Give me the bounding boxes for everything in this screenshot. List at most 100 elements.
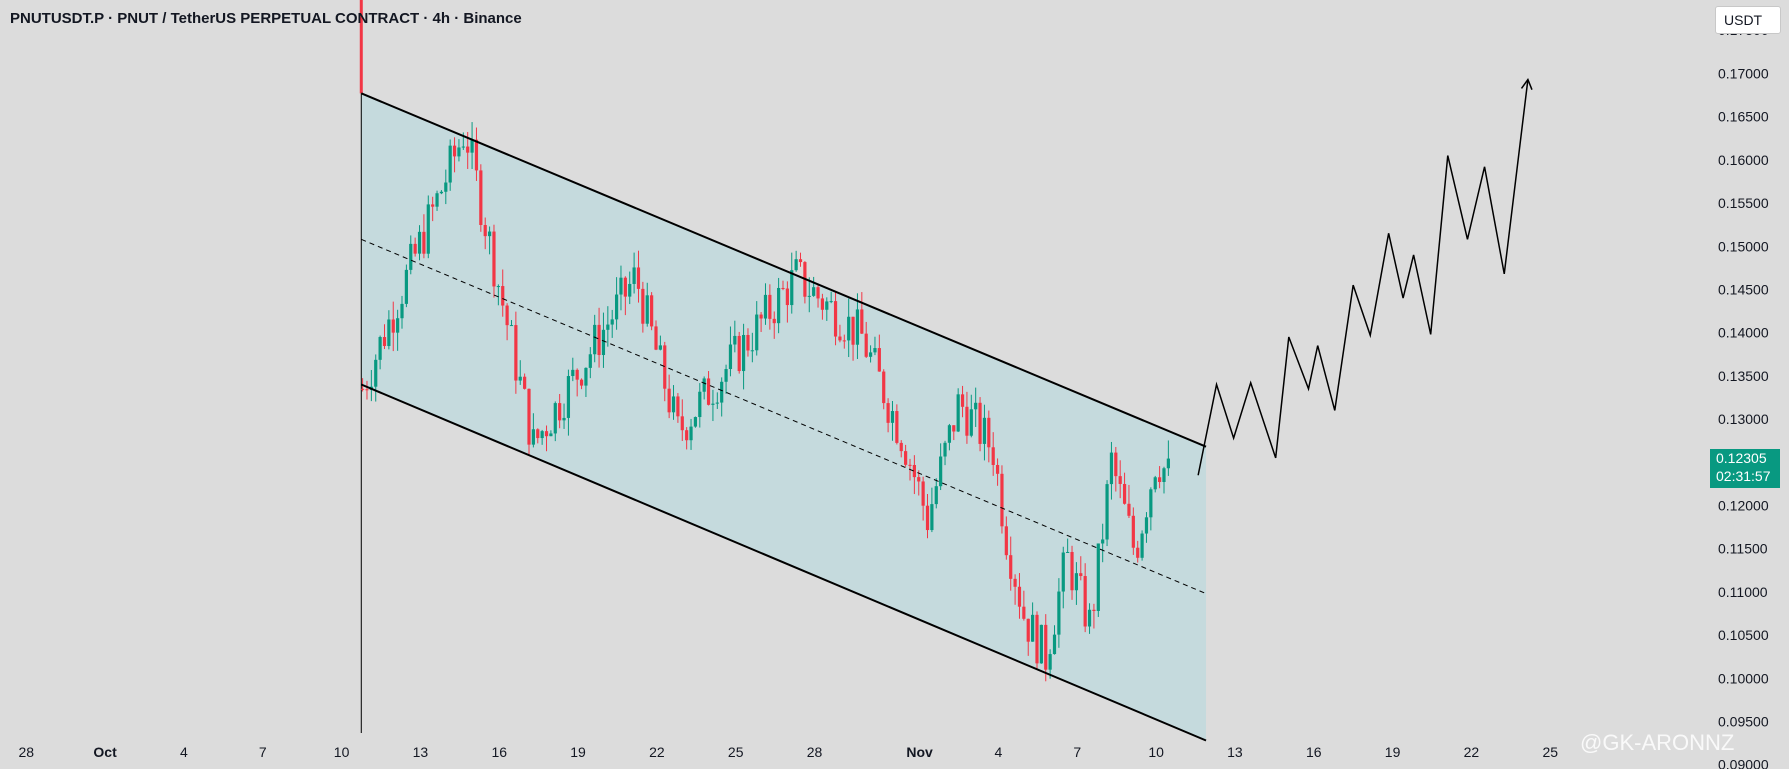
candle-body: [1122, 483, 1127, 504]
channel-upper-line[interactable]: [360, 92, 1207, 448]
candle-body: [899, 442, 903, 452]
candle-body: [755, 314, 759, 351]
candle-body: [965, 406, 969, 436]
candle-body: [1000, 473, 1004, 527]
candle-body: [943, 442, 947, 457]
candle-body: [641, 288, 645, 324]
candle-body: [842, 340, 846, 342]
candle-body: [868, 352, 873, 357]
price-tick-label: 0.14500: [1718, 281, 1769, 297]
candle-body: [1057, 591, 1061, 635]
candle-body: [663, 345, 667, 389]
candle-body: [505, 305, 509, 326]
candle-body: [816, 287, 820, 299]
candle-body: [890, 411, 895, 423]
candle-body: [711, 403, 715, 405]
candle-body: [667, 388, 671, 413]
candle-body: [374, 359, 378, 387]
price-axis[interactable]: 0.175000.170000.165000.160000.155000.150…: [1718, 22, 1769, 769]
candle-body: [1026, 618, 1030, 642]
candle-body: [781, 287, 785, 289]
price-tick-label: 0.09500: [1718, 713, 1769, 729]
price-tick-label: 0.11500: [1718, 541, 1768, 557]
candle-body: [925, 505, 930, 531]
candle-body: [991, 447, 995, 465]
candle-body: [676, 396, 680, 417]
candle-body: [588, 354, 592, 368]
candle-body: [483, 225, 487, 237]
time-axis[interactable]: 28 Oct 4 7 10 13 16 19 22 25 28 Nov 4 7 10 13 16 19 22 25: [18, 744, 1558, 760]
candle-body: [1004, 526, 1008, 556]
time-tick-label: Nov: [906, 744, 933, 760]
candle-body: [833, 301, 838, 337]
candle-body: [939, 456, 943, 487]
candle-body: [698, 391, 702, 418]
candle-body: [1101, 539, 1105, 544]
candle-body: [654, 326, 658, 350]
candle-body: [908, 464, 912, 466]
candle-body: [382, 337, 387, 347]
channel-fill: [361, 93, 1207, 741]
candle-body: [540, 431, 544, 439]
candle-body: [1149, 489, 1153, 518]
candle-body: [1039, 624, 1043, 664]
candle-body: [702, 378, 706, 392]
candle-body: [579, 379, 584, 386]
candle-body: [1096, 543, 1100, 611]
price-tick-label: 0.17000: [1718, 65, 1769, 81]
time-tick-label: 13: [413, 744, 429, 760]
candle-body: [496, 286, 500, 288]
arrow-head-icon: [1520, 77, 1533, 90]
candle-body: [601, 329, 606, 356]
time-tick-label: 10: [1148, 744, 1164, 760]
candle-body: [1136, 547, 1140, 558]
candle-body: [847, 316, 851, 341]
candle-body: [614, 294, 619, 320]
candle-body: [1070, 551, 1074, 591]
time-tick-label: 7: [259, 744, 267, 760]
candle-body: [360, 388, 365, 390]
candle-body: [877, 348, 881, 372]
candle-body: [1127, 503, 1131, 516]
time-tick-label: 25: [1542, 744, 1558, 760]
candle-body: [960, 394, 965, 407]
time-tick-label: 19: [570, 744, 586, 760]
price-tick-label: 0.16000: [1718, 152, 1769, 168]
candle-body: [531, 429, 535, 445]
candle-body: [518, 376, 522, 381]
projection-path[interactable]: [1197, 79, 1529, 476]
candle-body: [982, 417, 987, 444]
candle-body: [790, 270, 794, 306]
candle-body: [706, 378, 711, 405]
candle-body: [1131, 515, 1135, 548]
candle-body: [1048, 654, 1052, 670]
candle-body: [978, 402, 982, 444]
candle-body: [812, 287, 816, 296]
currency-selector[interactable]: USDT: [1715, 6, 1781, 34]
candle-body: [632, 267, 636, 284]
price-tick-label: 0.14000: [1718, 325, 1769, 341]
candle-body: [536, 429, 540, 439]
candle-body: [838, 336, 842, 341]
time-tick-label: 16: [491, 744, 507, 760]
candle-body: [431, 204, 435, 207]
candle-body: [461, 146, 465, 148]
candle-body: [1079, 573, 1083, 577]
candle-body: [1017, 586, 1022, 607]
candle-body: [606, 324, 610, 330]
candle-body: [1118, 476, 1122, 484]
candle-body: [763, 294, 768, 319]
candle-body: [746, 334, 750, 351]
candle-body: [452, 145, 457, 157]
price-tick-label: 0.12000: [1718, 497, 1769, 513]
candle-body: [987, 417, 991, 448]
candle-body: [912, 464, 916, 478]
candle-body: [413, 243, 417, 254]
candle-body: [689, 426, 693, 441]
price-tick-label: 0.11000: [1718, 584, 1768, 600]
candle-body: [575, 369, 579, 380]
candle-body: [886, 403, 890, 423]
candle-body: [750, 350, 754, 352]
channel-lower-line[interactable]: [360, 383, 1207, 742]
